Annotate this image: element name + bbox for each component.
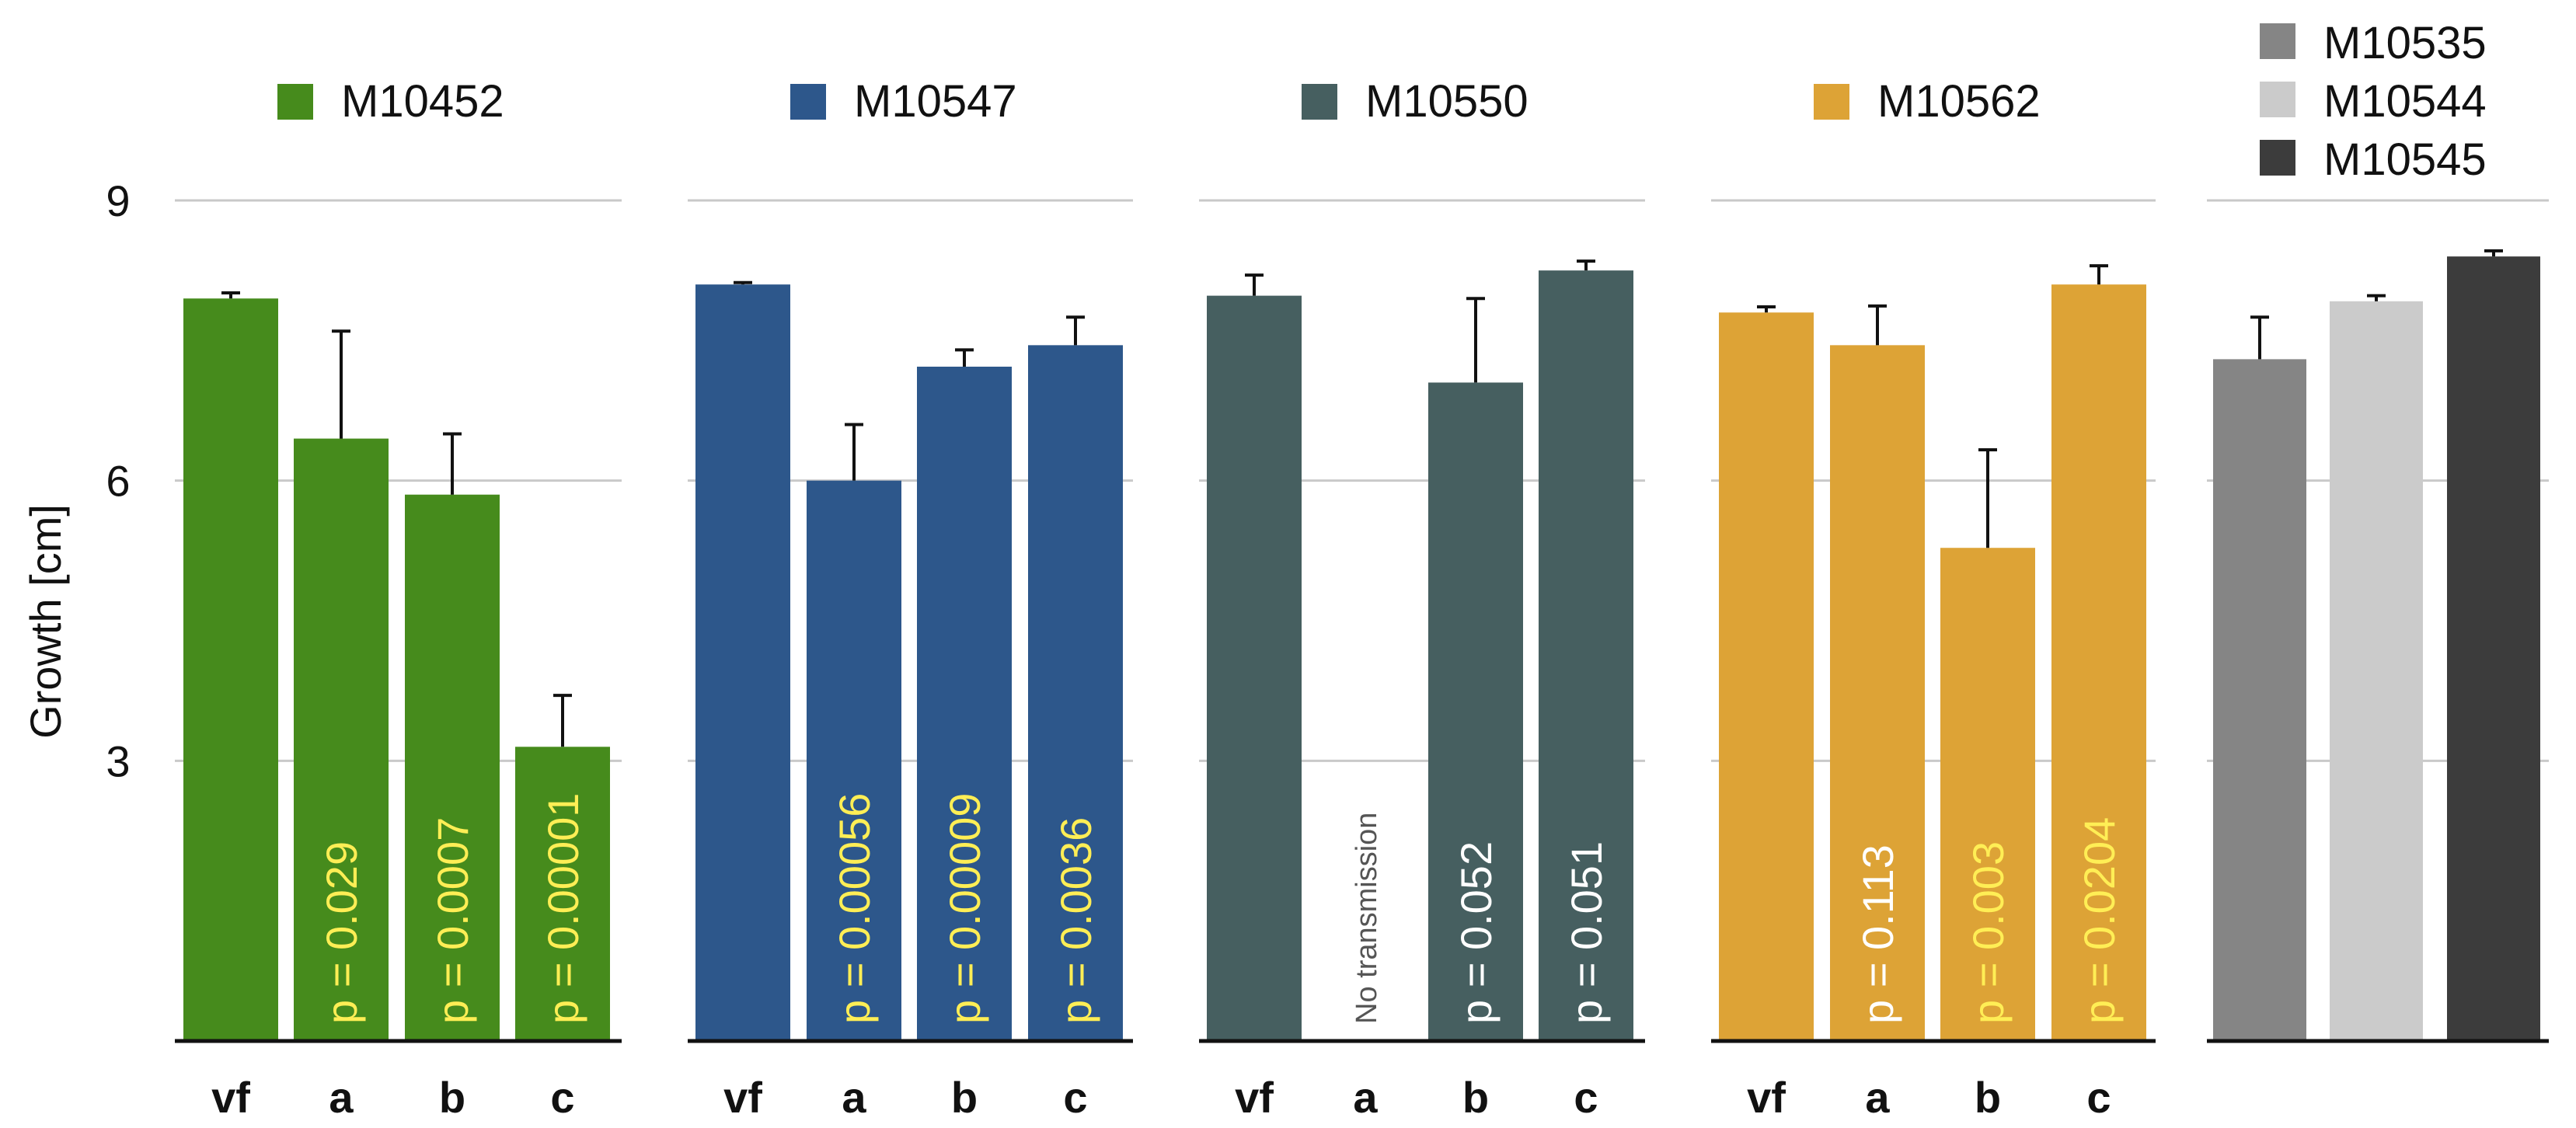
legend-label: M10535 — [2323, 18, 2487, 68]
bar — [917, 366, 1012, 1041]
x-tick-label: vf — [1747, 1073, 1786, 1122]
x-tick-label: vf — [1235, 1073, 1274, 1122]
x-tick-label: b — [439, 1073, 465, 1122]
p-value-label: p = 0.113 — [1853, 844, 1902, 1024]
p-value-label: p = 0.052 — [1452, 841, 1501, 1024]
legend-swatch — [790, 84, 826, 120]
legend-swatch — [1302, 84, 1337, 120]
y-axis-label: Growth [cm] — [21, 504, 70, 739]
legend-label: M10562 — [1877, 76, 2041, 127]
bar — [695, 284, 790, 1041]
bar — [1940, 548, 2035, 1041]
bar — [515, 747, 610, 1041]
x-tick-label: c — [1574, 1073, 1598, 1122]
x-tick-label: vf — [723, 1073, 762, 1122]
p-value-label: p = 0.00009 — [940, 793, 989, 1024]
bar-note: No transmission — [1351, 813, 1383, 1024]
x-tick-label: a — [1353, 1073, 1378, 1122]
p-value-label: p = 0.0204 — [2075, 817, 2124, 1024]
bar — [1428, 382, 1523, 1041]
legend-label: M10550 — [1365, 76, 1529, 127]
x-tick-label: a — [1865, 1073, 1890, 1122]
bar — [294, 438, 389, 1041]
bar — [2330, 301, 2423, 1042]
legend-swatch — [2260, 140, 2295, 176]
x-tick-label: a — [329, 1073, 354, 1122]
x-tick-label: c — [550, 1073, 574, 1122]
p-value-label: p = 0.00056 — [830, 793, 879, 1024]
legend-swatch — [2260, 82, 2295, 117]
bar — [2447, 256, 2540, 1042]
legend-swatch — [2260, 23, 2295, 59]
legend-label: M10452 — [341, 76, 504, 127]
bar — [1539, 270, 1633, 1042]
p-value-label: p = 0.029 — [317, 841, 366, 1024]
bar — [1719, 312, 1814, 1041]
legend-label: M10544 — [2323, 76, 2487, 127]
bar — [1830, 345, 1925, 1041]
bar — [807, 480, 901, 1041]
x-tick-label: b — [951, 1073, 978, 1122]
x-tick-label: c — [1063, 1073, 1087, 1122]
bar — [1028, 345, 1123, 1041]
bar — [2213, 359, 2306, 1041]
bar — [183, 298, 278, 1041]
legend-swatch — [1814, 84, 1849, 120]
legend-label: M10545 — [2323, 134, 2487, 185]
p-value-label: p = 0.003 — [1964, 841, 2013, 1024]
x-tick-label: b — [1462, 1073, 1489, 1122]
y-tick-label: 6 — [106, 457, 130, 506]
p-value-label: p = 0.051 — [1562, 841, 1611, 1024]
x-tick-label: vf — [211, 1073, 250, 1122]
x-tick-label: a — [842, 1073, 866, 1122]
bar — [2051, 284, 2146, 1041]
x-tick-label: c — [2086, 1073, 2111, 1122]
bar — [405, 494, 500, 1041]
p-value-label: p = 0.0007 — [428, 817, 477, 1024]
x-tick-label: b — [1975, 1073, 2001, 1122]
legend-label: M10547 — [854, 76, 1017, 127]
y-tick-label: 9 — [106, 176, 130, 225]
p-value-label: p = 0.0036 — [1051, 817, 1100, 1024]
legend-swatch — [277, 84, 313, 120]
y-tick-label: 3 — [106, 736, 130, 785]
bar — [1207, 295, 1302, 1041]
p-value-label: p = 0.00001 — [539, 793, 587, 1024]
